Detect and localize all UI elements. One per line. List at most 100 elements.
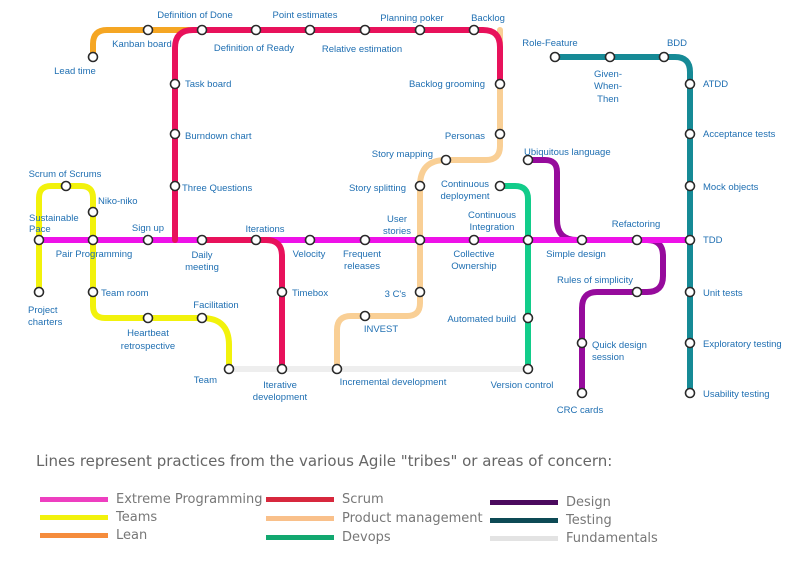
station-rules-of-simplicity bbox=[631, 286, 643, 298]
legend-label-design: Design bbox=[566, 494, 611, 510]
legend-label-product-management: Product management bbox=[342, 510, 483, 526]
label-acceptance-tests: Acceptance tests bbox=[703, 129, 776, 140]
label-daily-meeting-1: Daily bbox=[191, 250, 212, 261]
station-crc-cards bbox=[576, 387, 588, 399]
label-rules-of-simplicity: Rules of simplicity bbox=[557, 275, 633, 286]
label-project-charters-1: Project bbox=[28, 305, 58, 316]
station-niko-niko bbox=[87, 206, 99, 218]
station-scrum-of-scrums bbox=[60, 180, 72, 192]
station-three-questions bbox=[169, 180, 181, 192]
station-task-board bbox=[169, 78, 181, 90]
label-iterations: Iterations bbox=[245, 224, 284, 235]
label-heartbeat-retrospective-2: retrospective bbox=[121, 341, 175, 352]
legend-caption: Lines represent practices from the vario… bbox=[36, 452, 613, 470]
label-atdd: ATDD bbox=[703, 79, 728, 90]
station-velocity bbox=[304, 234, 316, 246]
label-facilitation: Facilitation bbox=[193, 300, 238, 311]
station-story-splitting bbox=[414, 180, 426, 192]
label-burndown-chart: Burndown chart bbox=[185, 131, 252, 142]
label-version-control: Version control bbox=[491, 380, 554, 391]
label-sustainable-pace-2: Pace bbox=[29, 224, 51, 235]
label-iterative-development-1: Iterative bbox=[263, 380, 297, 391]
label-point-estimates: Point estimates bbox=[273, 10, 338, 21]
label-personas: Personas bbox=[445, 131, 485, 142]
label-sign-up: Sign up bbox=[132, 223, 164, 234]
station-kanban-board bbox=[142, 24, 154, 36]
label-incremental-development: Incremental development bbox=[340, 377, 447, 388]
station-usability-testing bbox=[684, 387, 696, 399]
station-team bbox=[223, 363, 235, 375]
station-refactoring bbox=[631, 234, 643, 246]
legend-label-teams: Teams bbox=[116, 509, 158, 525]
label-sustainable-pace-1: Sustainable bbox=[29, 213, 79, 224]
station-lead-time bbox=[87, 51, 99, 63]
label-kanban-board: Kanban board bbox=[112, 39, 172, 50]
station-three-cs bbox=[414, 286, 426, 298]
label-unit-tests: Unit tests bbox=[703, 288, 743, 299]
label-collective-ownership-2: Ownership bbox=[451, 261, 496, 272]
testing-line bbox=[552, 54, 693, 396]
station-incremental-development bbox=[331, 363, 343, 375]
label-velocity: Velocity bbox=[293, 249, 326, 260]
label-user-stories-2: stories bbox=[383, 226, 411, 237]
station-definition-of-ready bbox=[250, 24, 262, 36]
devops-line bbox=[497, 183, 531, 372]
label-team: Team bbox=[194, 375, 217, 386]
station-ubiquitous-language bbox=[522, 154, 534, 166]
label-story-splitting: Story splitting bbox=[349, 183, 406, 194]
legend-swatch-design bbox=[490, 499, 558, 505]
label-continuous-integration-1: Continuous bbox=[468, 210, 516, 221]
label-planning-poker: Planning poker bbox=[380, 13, 443, 24]
label-project-charters-2: charters bbox=[28, 317, 63, 328]
legend-item-lean: Lean bbox=[40, 526, 147, 544]
station-backlog-grooming bbox=[494, 78, 506, 90]
label-story-mapping: Story mapping bbox=[372, 149, 433, 160]
station-version-control bbox=[522, 363, 534, 375]
label-continuous-deployment-1: Continuous bbox=[441, 179, 489, 190]
label-bdd: BDD bbox=[667, 38, 687, 49]
label-pair-programming: Pair Programming bbox=[56, 249, 133, 260]
station-project-charters bbox=[33, 286, 45, 298]
legend-item-devops: Devops bbox=[266, 528, 391, 546]
station-definition-of-done bbox=[196, 24, 208, 36]
label-simple-design: Simple design bbox=[546, 249, 606, 260]
station-simple-design bbox=[576, 234, 588, 246]
legend-item-fundamentals: Fundamentals bbox=[490, 529, 658, 547]
label-automated-build: Automated build bbox=[447, 314, 516, 325]
label-relative-estimation: Relative estimation bbox=[322, 44, 402, 55]
legend-swatch-extreme-programming bbox=[40, 496, 108, 502]
station-point-estimates bbox=[304, 24, 316, 36]
station-sign-up bbox=[142, 234, 154, 246]
station-atdd bbox=[684, 78, 696, 90]
label-tdd: TDD bbox=[703, 235, 723, 246]
station-quick-design-session bbox=[576, 337, 588, 349]
station-story-mapping bbox=[440, 154, 452, 166]
legend-swatch-fundamentals bbox=[490, 535, 558, 541]
legend-item-extreme-programming: Extreme Programming bbox=[40, 490, 262, 508]
label-crc-cards: CRC cards bbox=[557, 405, 604, 416]
label-ubiquitous-language: Ubiquitous language bbox=[524, 147, 611, 158]
label-mock-objects: Mock objects bbox=[703, 182, 759, 193]
design-line bbox=[525, 157, 666, 396]
station-sustainable-pace bbox=[33, 234, 45, 246]
legend-label-testing: Testing bbox=[566, 512, 612, 528]
station-collective-ownership bbox=[522, 234, 534, 246]
station-given-when-then bbox=[604, 51, 616, 63]
legend-label-lean: Lean bbox=[116, 527, 148, 543]
label-frequent-releases-2: releases bbox=[344, 261, 380, 272]
label-definition-of-done: Definition of Done bbox=[157, 10, 233, 21]
legend-item-scrum: Scrum bbox=[266, 490, 384, 508]
label-continuous-integration-2: Integration bbox=[470, 222, 515, 233]
station-personas bbox=[494, 128, 506, 140]
label-iterative-development-2: development bbox=[253, 392, 308, 403]
legend-swatch-lean bbox=[40, 532, 108, 538]
station-mock-objects bbox=[684, 180, 696, 192]
label-continuous-deployment-2: deployment bbox=[440, 191, 489, 202]
label-collective-ownership-1: Collective bbox=[453, 249, 494, 260]
label-invest: INVEST bbox=[364, 324, 399, 335]
label-three-cs: 3 C's bbox=[385, 289, 407, 300]
legend-swatch-scrum bbox=[266, 496, 334, 502]
label-usability-testing: Usability testing bbox=[703, 389, 770, 400]
agile-subway-map: Lead time Kanban board Definition of Don… bbox=[28, 10, 782, 416]
label-scrum-of-scrums: Scrum of Scrums bbox=[29, 169, 102, 180]
